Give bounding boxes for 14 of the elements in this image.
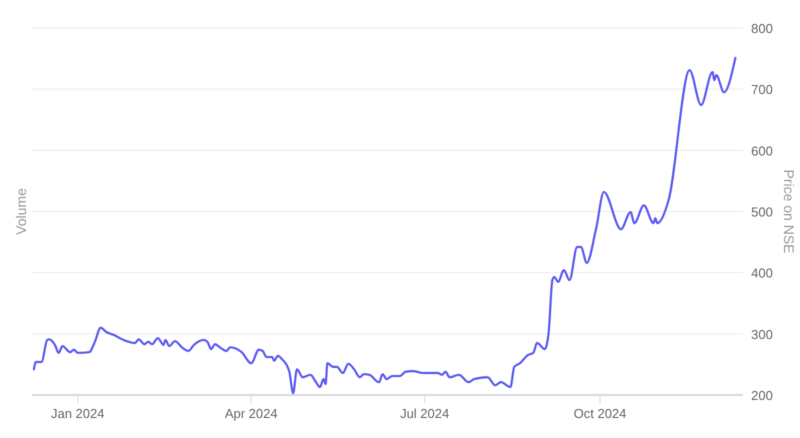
line-series bbox=[32, 56, 736, 394]
x-tick-label: Jan 2024 bbox=[51, 406, 104, 421]
y2-tick-label: 400 bbox=[751, 266, 773, 281]
y2-tick-label: 800 bbox=[751, 21, 773, 36]
x-tick-label: Oct 2024 bbox=[574, 406, 626, 421]
x-tick-label: Apr 2024 bbox=[224, 406, 278, 421]
y2-axis-title: Price on NSE bbox=[781, 169, 797, 254]
y2-tick-label: 200 bbox=[751, 388, 773, 403]
y2-tick-label: 600 bbox=[751, 143, 773, 158]
y2-tick-label: 700 bbox=[751, 82, 773, 98]
y-axis-title: Volume bbox=[13, 188, 29, 235]
y2-tick-label: 500 bbox=[751, 204, 773, 220]
x-tick-label: Jul 2024 bbox=[400, 406, 450, 421]
y2-tick-label: 300 bbox=[751, 326, 773, 342]
